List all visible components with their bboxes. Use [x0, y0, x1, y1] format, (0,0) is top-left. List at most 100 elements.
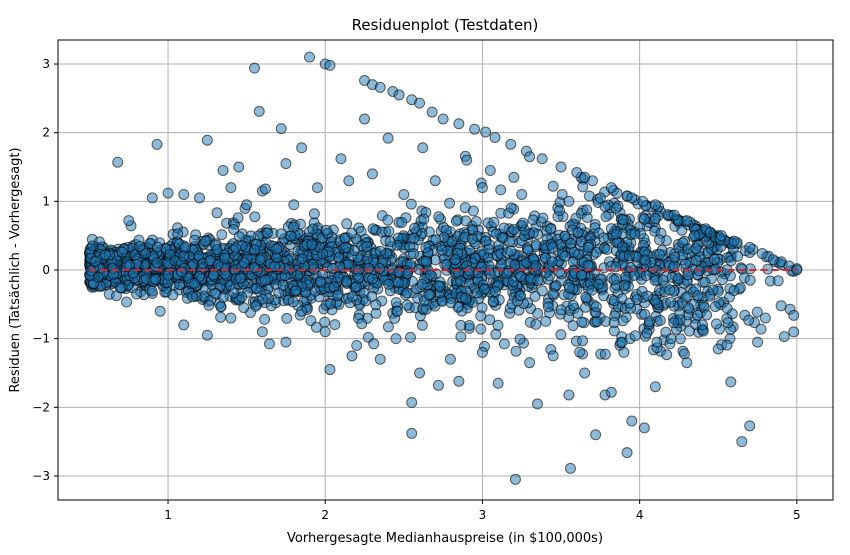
scatter-point: [728, 285, 740, 297]
scatter-point: [333, 252, 345, 263]
scatter-point: [112, 156, 124, 168]
scatter-point: [390, 333, 402, 345]
scatter-point: [532, 308, 544, 319]
scatter-point: [712, 343, 724, 355]
scatter-point: [343, 175, 355, 187]
scatter-point: [384, 236, 396, 247]
scatter-point: [496, 259, 508, 271]
scatter-point: [478, 283, 490, 295]
scatter-point: [598, 232, 610, 244]
scatter-point: [515, 271, 527, 283]
scatter-point: [772, 275, 784, 287]
scatter-point: [150, 273, 161, 285]
scatter-point: [453, 118, 465, 130]
scatter-point: [788, 326, 800, 338]
scatter-point: [131, 288, 143, 300]
scatter-point: [393, 266, 405, 278]
scatter-point: [162, 187, 174, 199]
scatter-point: [414, 367, 426, 379]
scatter-point: [329, 319, 341, 331]
scatter-point: [567, 320, 579, 332]
scatter-point: [515, 290, 526, 302]
scatter-point: [424, 269, 436, 281]
scatter-point: [640, 270, 652, 282]
scatter-point: [408, 232, 420, 244]
x-axis-label: Vorhergesagte Medianhauspreise (in $100,…: [287, 531, 603, 546]
scatter-point: [489, 131, 501, 143]
scatter-point: [674, 333, 686, 345]
scatter-point: [637, 195, 649, 207]
scatter-point: [115, 282, 127, 294]
scatter-point: [665, 333, 677, 345]
scatter-point: [460, 292, 472, 304]
scatter-point: [563, 195, 575, 207]
scatter-point: [363, 263, 375, 274]
scatter-point: [505, 245, 517, 257]
scatter-point: [489, 286, 501, 298]
scatter-point: [469, 123, 481, 135]
scatter-point: [382, 321, 394, 333]
scatter-point: [638, 422, 650, 434]
scatter-point: [767, 254, 779, 266]
scatter-point: [680, 258, 692, 270]
scatter-point: [590, 301, 602, 313]
dense-point-cloud: [84, 150, 800, 365]
scatter-point: [324, 364, 336, 376]
scatter-point: [134, 241, 146, 252]
scatter-point: [608, 274, 620, 286]
scatter-point: [626, 192, 638, 204]
scatter-point: [736, 436, 748, 448]
scatter-point: [296, 253, 308, 265]
scatter-point: [547, 242, 559, 254]
scatter-point: [624, 297, 635, 309]
scatter-point: [791, 264, 803, 276]
scatter-point: [306, 239, 318, 251]
scatter-point: [559, 230, 571, 242]
scatter-point: [285, 230, 297, 242]
scatter-point: [788, 309, 800, 321]
scatter-point: [759, 312, 771, 324]
scatter-point: [162, 269, 174, 281]
scatter-point: [211, 207, 223, 219]
scatter-point: [325, 298, 337, 310]
scatter-point: [203, 299, 215, 311]
scatter-point: [665, 296, 677, 308]
scatter-point: [540, 315, 552, 327]
scatter-point: [209, 287, 221, 299]
scatter-point: [416, 319, 428, 331]
scatter-point: [467, 205, 479, 217]
scatter-point: [416, 278, 428, 290]
scatter-point: [756, 248, 768, 260]
scatter-point: [311, 182, 323, 194]
scatter-point: [642, 290, 654, 302]
scatter-point: [179, 241, 191, 253]
scatter-point: [664, 284, 676, 296]
scatter-point: [167, 289, 179, 301]
scatter-point: [668, 317, 680, 329]
scatter-point: [593, 278, 604, 290]
scatter-point: [576, 269, 587, 281]
scatter-point: [256, 326, 268, 338]
scatter-point: [199, 235, 211, 247]
scatter-point: [480, 126, 492, 138]
scatter-point: [608, 295, 620, 307]
scatter-point: [225, 312, 237, 324]
scatter-point: [505, 138, 517, 150]
scatter-point: [332, 290, 343, 302]
scatter-point: [601, 244, 613, 255]
scatter-point: [186, 291, 198, 303]
scatter-point: [335, 153, 347, 165]
scatter-point: [594, 192, 606, 204]
scatter-point: [537, 212, 549, 224]
scatter-point: [367, 273, 379, 285]
scatter-point: [775, 300, 787, 312]
scatter-point: [461, 154, 473, 166]
scatter-point: [610, 228, 622, 240]
scatter-point: [418, 213, 430, 225]
scatter-point: [341, 218, 353, 230]
scatter-point: [241, 199, 253, 211]
scatter-point: [536, 285, 548, 297]
scatter-point: [374, 353, 386, 365]
scatter-point: [681, 215, 693, 227]
